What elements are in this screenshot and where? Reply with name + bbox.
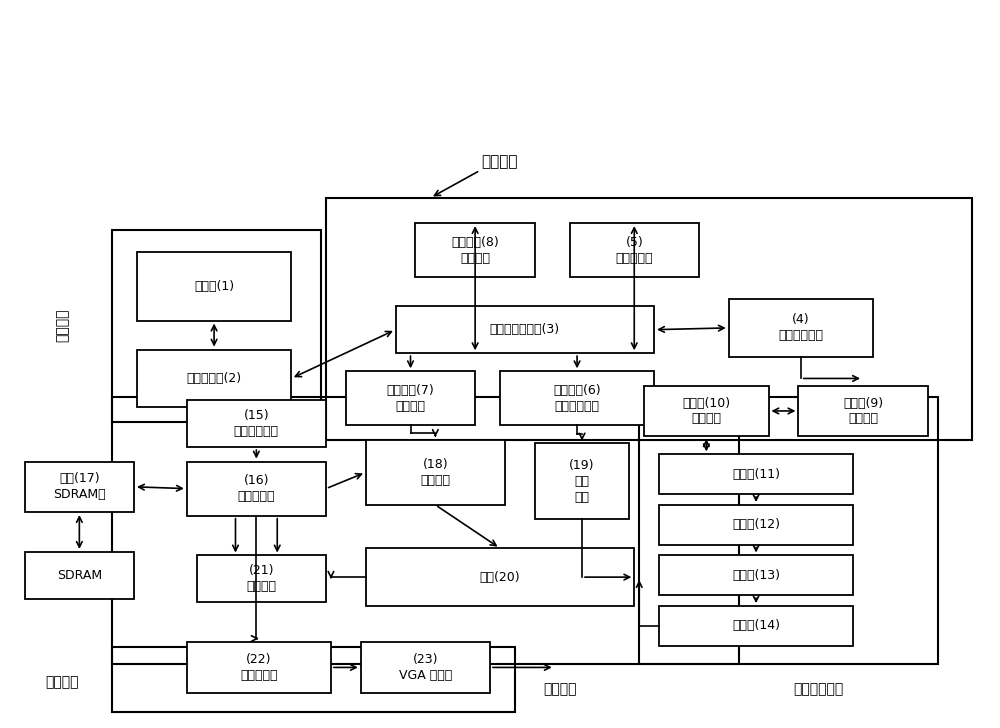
Text: (23): (23) xyxy=(413,653,438,666)
Text: 帧间预测: 帧间预测 xyxy=(420,474,450,487)
Text: 参数加载单元: 参数加载单元 xyxy=(778,329,823,342)
Text: (5): (5) xyxy=(625,236,643,249)
Text: 反量化(13): 反量化(13) xyxy=(732,569,780,582)
Bar xyxy=(112,647,515,712)
Text: 协处理器控制器(3): 协处理器控制器(3) xyxy=(490,323,560,336)
Text: 显示部分: 显示部分 xyxy=(46,675,79,689)
Text: SDRAM: SDRAM xyxy=(57,569,102,582)
Bar xyxy=(639,397,938,664)
Text: 共享存储器(2): 共享存储器(2) xyxy=(187,372,242,385)
Bar xyxy=(500,371,654,425)
Bar xyxy=(361,642,490,693)
Text: (18): (18) xyxy=(423,458,448,471)
Text: 码单元(10): 码单元(10) xyxy=(682,397,730,410)
Text: 重建(20): 重建(20) xyxy=(480,571,520,584)
Bar xyxy=(659,454,853,494)
Text: (21): (21) xyxy=(249,564,274,577)
Text: 运动矢量: 运动矢量 xyxy=(396,400,426,413)
Text: SDRAM控: SDRAM控 xyxy=(53,488,106,502)
Text: 预测: 预测 xyxy=(575,475,590,488)
Text: 帧内: 帧内 xyxy=(575,491,590,504)
Bar xyxy=(187,462,326,515)
Text: 反扫描(12): 反扫描(12) xyxy=(732,518,780,531)
Bar xyxy=(659,555,853,596)
Text: 产生单元(7): 产生单元(7) xyxy=(387,384,434,397)
Bar xyxy=(570,223,699,277)
Text: VGA 控制器: VGA 控制器 xyxy=(399,669,452,682)
Bar xyxy=(137,252,291,320)
Bar xyxy=(366,440,505,505)
Bar xyxy=(137,349,291,408)
Text: 比特流解: 比特流解 xyxy=(691,412,721,425)
Text: 帧内预测模式: 帧内预测模式 xyxy=(555,400,600,413)
Text: 滤波强度: 滤波强度 xyxy=(460,252,490,265)
Bar xyxy=(729,299,873,357)
Text: 残差解码通路: 残差解码通路 xyxy=(793,682,843,696)
Bar xyxy=(197,555,326,602)
Text: 控制部分: 控制部分 xyxy=(482,154,518,169)
Bar xyxy=(798,386,928,436)
Text: 残差通路: 残差通路 xyxy=(848,412,878,425)
Text: 产生单元(8): 产生单元(8) xyxy=(451,236,499,249)
Text: (22): (22) xyxy=(246,653,272,666)
Bar xyxy=(366,548,634,606)
Bar xyxy=(25,552,134,599)
Bar xyxy=(326,198,972,440)
Text: 产生单元(6): 产生单元(6) xyxy=(553,384,601,397)
Text: 反变换(14): 反变换(14) xyxy=(732,620,780,633)
Bar xyxy=(112,230,321,422)
Bar xyxy=(25,462,134,512)
Text: 地址产生单元: 地址产生单元 xyxy=(234,425,279,438)
Text: 制器(17): 制器(17) xyxy=(59,472,100,486)
Text: 环路滤波: 环路滤波 xyxy=(246,580,276,593)
Text: 熵解码(11): 熵解码(11) xyxy=(732,467,780,480)
Text: 预测通路: 预测通路 xyxy=(55,309,69,342)
Bar xyxy=(112,397,739,664)
Bar xyxy=(187,642,331,693)
Bar xyxy=(346,371,475,425)
Text: (15): (15) xyxy=(244,409,269,422)
Text: (19): (19) xyxy=(569,459,595,472)
Bar xyxy=(187,400,326,447)
Text: 重建部分: 重建部分 xyxy=(543,682,576,696)
Bar xyxy=(415,223,535,277)
Bar xyxy=(644,386,769,436)
Text: 显示控制器: 显示控制器 xyxy=(240,669,278,682)
Bar xyxy=(535,443,629,519)
Text: 处理器(1): 处理器(1) xyxy=(194,280,234,293)
Text: 存储器模块: 存储器模块 xyxy=(616,252,653,265)
Text: 预测控制器: 预测控制器 xyxy=(238,490,275,503)
Bar xyxy=(659,606,853,646)
Text: (4): (4) xyxy=(792,314,810,326)
Text: (16): (16) xyxy=(244,474,269,487)
Text: 控制器(9): 控制器(9) xyxy=(843,397,883,410)
Bar xyxy=(659,505,853,545)
Bar xyxy=(396,306,654,353)
